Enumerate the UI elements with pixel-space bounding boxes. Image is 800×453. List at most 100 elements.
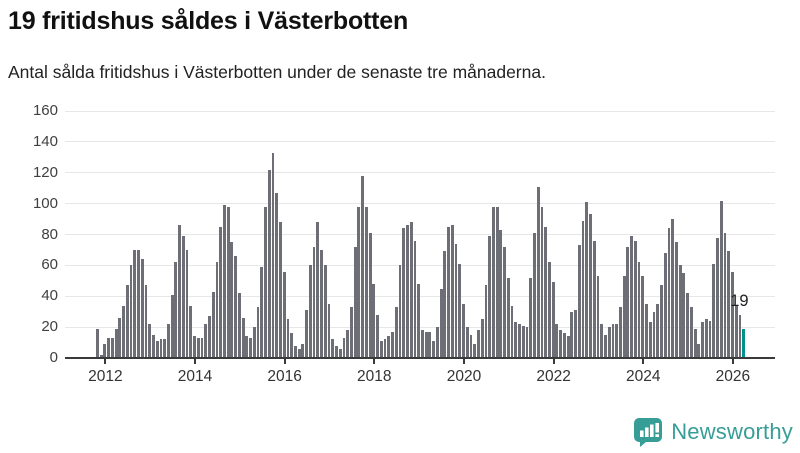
brand-footer: Newsworthy	[632, 416, 793, 448]
bar	[432, 341, 436, 358]
bar	[178, 225, 181, 358]
bar	[660, 285, 663, 358]
x-axis-year-label: 2020	[446, 368, 482, 385]
bar	[521, 325, 525, 358]
bar	[96, 328, 99, 358]
y-axis-tick-label: 80	[41, 225, 58, 243]
bar	[469, 334, 473, 358]
bar	[480, 319, 484, 358]
chart-subtitle: Antal sålda fritidshus i Västerbotten un…	[8, 62, 546, 82]
gridline	[65, 141, 775, 143]
bar	[301, 344, 305, 358]
bar	[353, 246, 357, 358]
gridline	[65, 110, 775, 112]
y-axis-tick-label: 100	[32, 194, 58, 212]
bar	[574, 310, 577, 358]
bar	[402, 228, 406, 358]
bar	[223, 205, 226, 358]
last-value-annotation: 19	[730, 291, 749, 310]
x-axis-tick	[552, 359, 555, 364]
x-axis-tick	[642, 359, 645, 364]
bar	[409, 222, 413, 358]
bar	[163, 339, 167, 358]
bar	[510, 305, 514, 358]
x-axis-year-label: 2022	[536, 368, 571, 385]
bar	[174, 262, 178, 358]
bar	[697, 344, 701, 358]
gridline	[65, 172, 775, 174]
bar	[357, 206, 361, 358]
bar	[551, 282, 555, 358]
bar	[129, 265, 133, 358]
bar	[514, 322, 518, 358]
gridline	[65, 264, 775, 266]
x-axis-year-label: 2018	[357, 368, 392, 385]
bar	[364, 206, 368, 358]
bar	[282, 271, 286, 358]
bar	[252, 327, 256, 358]
bar	[682, 273, 686, 358]
page-title: 19 fritidshus såldes i Västerbotten	[8, 7, 409, 35]
bar	[144, 285, 148, 358]
bar	[570, 311, 574, 358]
bar	[577, 245, 581, 358]
bar	[122, 305, 125, 358]
bar	[488, 236, 492, 358]
brand-name: Newsworthy	[671, 419, 793, 444]
bar	[293, 345, 297, 358]
bar	[499, 229, 503, 358]
bar	[596, 276, 600, 358]
bar	[529, 277, 533, 358]
bar	[211, 291, 215, 358]
bar	[518, 324, 521, 358]
bar	[297, 348, 301, 358]
bar	[249, 337, 252, 358]
bar	[712, 263, 716, 358]
gridline	[65, 203, 775, 205]
bar	[200, 337, 204, 358]
bar	[719, 200, 723, 358]
x-axis-year-label: 2024	[626, 368, 661, 385]
bar	[435, 327, 439, 358]
bar	[316, 222, 320, 358]
bar	[379, 341, 383, 358]
x-axis-line	[65, 357, 775, 359]
bar	[208, 316, 211, 358]
bar	[622, 276, 626, 358]
x-axis-year-label: 2026	[715, 368, 751, 385]
bar	[559, 330, 563, 358]
bar	[398, 265, 402, 358]
bar	[645, 303, 648, 358]
bar	[323, 265, 327, 358]
highlighted-bar	[742, 328, 746, 358]
bar	[663, 253, 667, 358]
bar	[226, 206, 230, 358]
bar	[368, 232, 372, 358]
x-axis-year-label: 2014	[177, 368, 213, 385]
bar	[305, 310, 309, 358]
bar	[387, 336, 391, 358]
bar	[566, 336, 570, 358]
bar	[338, 348, 342, 358]
bar	[181, 236, 185, 358]
y-axis-tick-label: 40	[41, 287, 58, 305]
bar	[626, 246, 630, 358]
bar	[727, 251, 731, 358]
bar	[633, 240, 637, 358]
bar	[417, 283, 421, 358]
bar	[148, 324, 152, 358]
bar	[667, 228, 671, 358]
bar	[458, 263, 462, 358]
bar	[585, 202, 589, 358]
bar	[548, 262, 551, 358]
bar	[166, 324, 170, 358]
bar	[421, 330, 424, 358]
bar	[196, 337, 200, 358]
y-axis-tick-label: 60	[41, 256, 58, 274]
bar	[133, 249, 137, 358]
x-axis-tick	[373, 359, 376, 364]
bar	[678, 265, 682, 358]
bar	[361, 175, 365, 358]
